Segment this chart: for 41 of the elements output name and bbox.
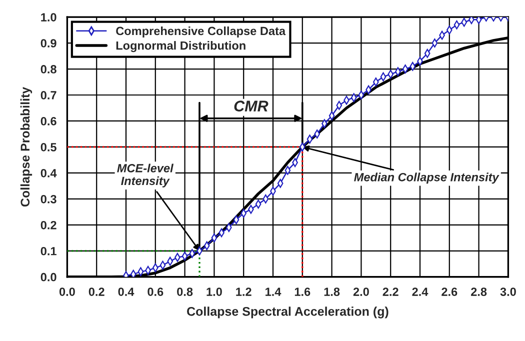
y-tick-label: 0.4 xyxy=(40,168,57,178)
y-axis-title: Collapse Probability xyxy=(20,86,32,207)
y-tick-label: 0.3 xyxy=(40,194,56,204)
y-tick-label: 0.6 xyxy=(40,117,56,126)
y-tick-label: 0.9 xyxy=(40,39,56,48)
point xyxy=(189,249,196,258)
x-tick-label: 3.0 xyxy=(500,288,516,296)
y-tick-label: 0.2 xyxy=(40,220,56,230)
x-tick-label: 0.6 xyxy=(148,288,164,296)
x-tick-label: 2.6 xyxy=(442,288,458,296)
legend-label: Comprehensive Collapse Data xyxy=(116,26,286,38)
x-tick-label: 2.4 xyxy=(412,288,428,296)
point xyxy=(130,270,136,277)
y-tick-label: 0.8 xyxy=(40,65,56,74)
annotation: MCE-level Intensity xyxy=(117,164,174,188)
x-tick-label: 1.6 xyxy=(294,288,310,296)
y-tick-label: 0.5 xyxy=(40,143,56,152)
y-tick-label: 0.7 xyxy=(40,91,56,100)
point xyxy=(358,90,364,100)
x-tick-label: 0.2 xyxy=(88,288,104,296)
x-tick-label: 2.2 xyxy=(382,288,398,296)
x-tick-label: 2.0 xyxy=(353,288,369,296)
x-axis-title: Collapse Spectral Acceleration (g) xyxy=(187,306,388,318)
x-tick-label: 2.8 xyxy=(471,288,487,296)
x-tick-label: 1.4 xyxy=(266,288,282,296)
y-tick-label: 0.0 xyxy=(40,272,56,282)
x-tick-label: 1.2 xyxy=(236,288,252,296)
annotation: Median Collapse Intensity xyxy=(354,172,500,184)
x-tick-label: 0.4 xyxy=(118,288,134,296)
point xyxy=(468,17,474,24)
point xyxy=(476,17,482,24)
y-tick-label: 1.0 xyxy=(41,13,56,22)
x-tick-label: 0.8 xyxy=(177,288,193,296)
point xyxy=(402,64,408,74)
x-tick-label: 1.0 xyxy=(206,288,222,296)
annotation: CMR xyxy=(234,100,268,112)
x-tick-label: 0.0 xyxy=(59,288,75,296)
point xyxy=(372,78,379,86)
x-tick-label: 1.8 xyxy=(324,288,340,296)
y-tick-label: 0.1 xyxy=(40,246,56,256)
legend-label: Lognormal Distribution xyxy=(116,41,246,52)
